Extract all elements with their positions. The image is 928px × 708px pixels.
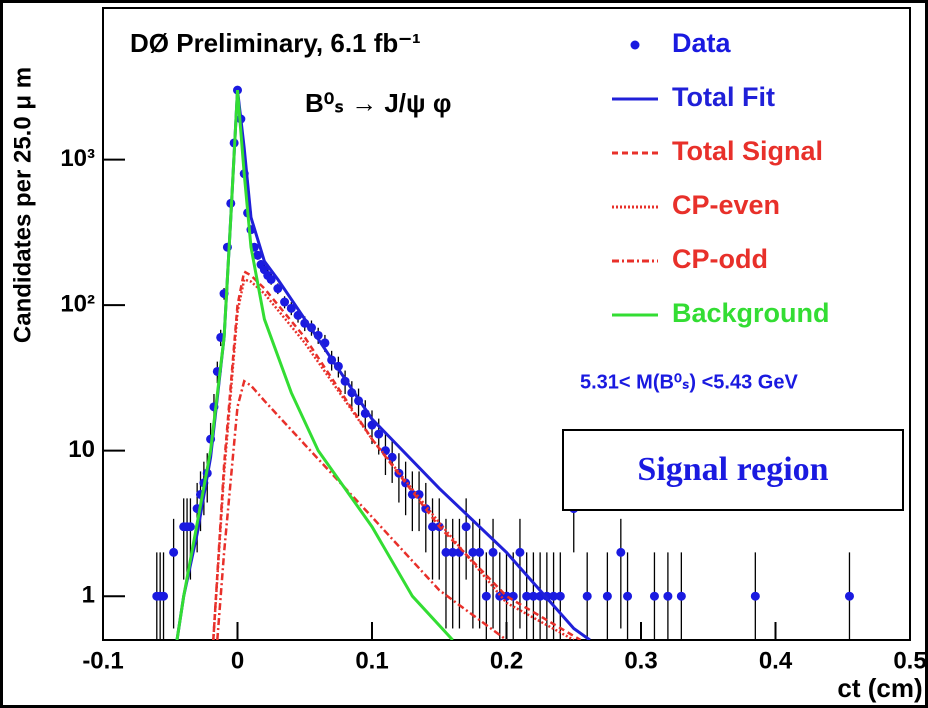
annotation: Signal region (637, 451, 828, 488)
x-tick-label: 0 (231, 647, 244, 674)
data-point (481, 591, 491, 601)
fit-curve (175, 89, 454, 640)
y-tick-label: 10³ (60, 145, 95, 172)
data-point (549, 591, 559, 601)
y-tick-label: 10² (60, 290, 95, 317)
x-tick-label: 0.4 (759, 647, 793, 674)
legend-label: CP-even (672, 190, 780, 220)
chart-title: DØ Preliminary, 6.1 fb⁻¹ (130, 28, 421, 58)
data-point (428, 522, 438, 532)
data-point (602, 591, 612, 601)
y-tick-label: 1 (82, 582, 95, 609)
annotation-box (562, 429, 904, 511)
data-point (185, 522, 195, 532)
legend-swatch (630, 40, 640, 50)
plot-area (152, 85, 854, 640)
data-point (582, 591, 592, 601)
data-point (468, 547, 478, 557)
data-point (623, 591, 633, 601)
data-point (528, 591, 538, 601)
data-point (380, 446, 390, 456)
legend-label: Total Fit (672, 82, 775, 112)
data-point (273, 284, 283, 294)
data-point (750, 591, 760, 601)
x-tick-label: 0.5 (893, 647, 926, 674)
data-point (441, 547, 451, 557)
x-axis-label: ct (cm) (837, 673, 922, 703)
data-point (159, 591, 169, 601)
x-tick-label: 0.1 (355, 647, 388, 674)
chart-subtitle: B⁰ₛ → J/ψ φ (305, 88, 451, 118)
legend-label: Background (672, 298, 830, 328)
data-point (448, 547, 458, 557)
legend-label: Data (672, 28, 732, 58)
data-point (280, 297, 290, 307)
data-point (461, 522, 471, 532)
fit-curve (216, 379, 508, 640)
data-point (844, 591, 854, 601)
y-tick-label: 10 (68, 436, 95, 463)
data-point (649, 591, 659, 601)
data-point (374, 429, 384, 439)
data-point (253, 250, 263, 260)
data-point (555, 591, 565, 601)
data-point (676, 591, 686, 601)
legend-label: CP-odd (672, 244, 768, 274)
annotation: 5.31< M(B⁰ₛ) <5.43 GeV (580, 371, 798, 393)
data-point (387, 452, 397, 462)
x-tick-label: -0.1 (82, 647, 123, 674)
fit-curve (212, 269, 582, 640)
data-point (286, 303, 296, 313)
data-point (515, 547, 525, 557)
data-point (522, 591, 532, 601)
data-point (475, 547, 485, 557)
legend-label: Total Signal (672, 136, 823, 166)
x-tick-label: 0.3 (624, 647, 657, 674)
y-axis-label: Candidates per 25.0 μ m (9, 67, 36, 343)
data-point (169, 547, 179, 557)
data-point (266, 274, 276, 284)
data-point (488, 547, 498, 557)
data-point (616, 547, 626, 557)
data-point (663, 591, 673, 601)
x-tick-label: 0.2 (490, 647, 523, 674)
